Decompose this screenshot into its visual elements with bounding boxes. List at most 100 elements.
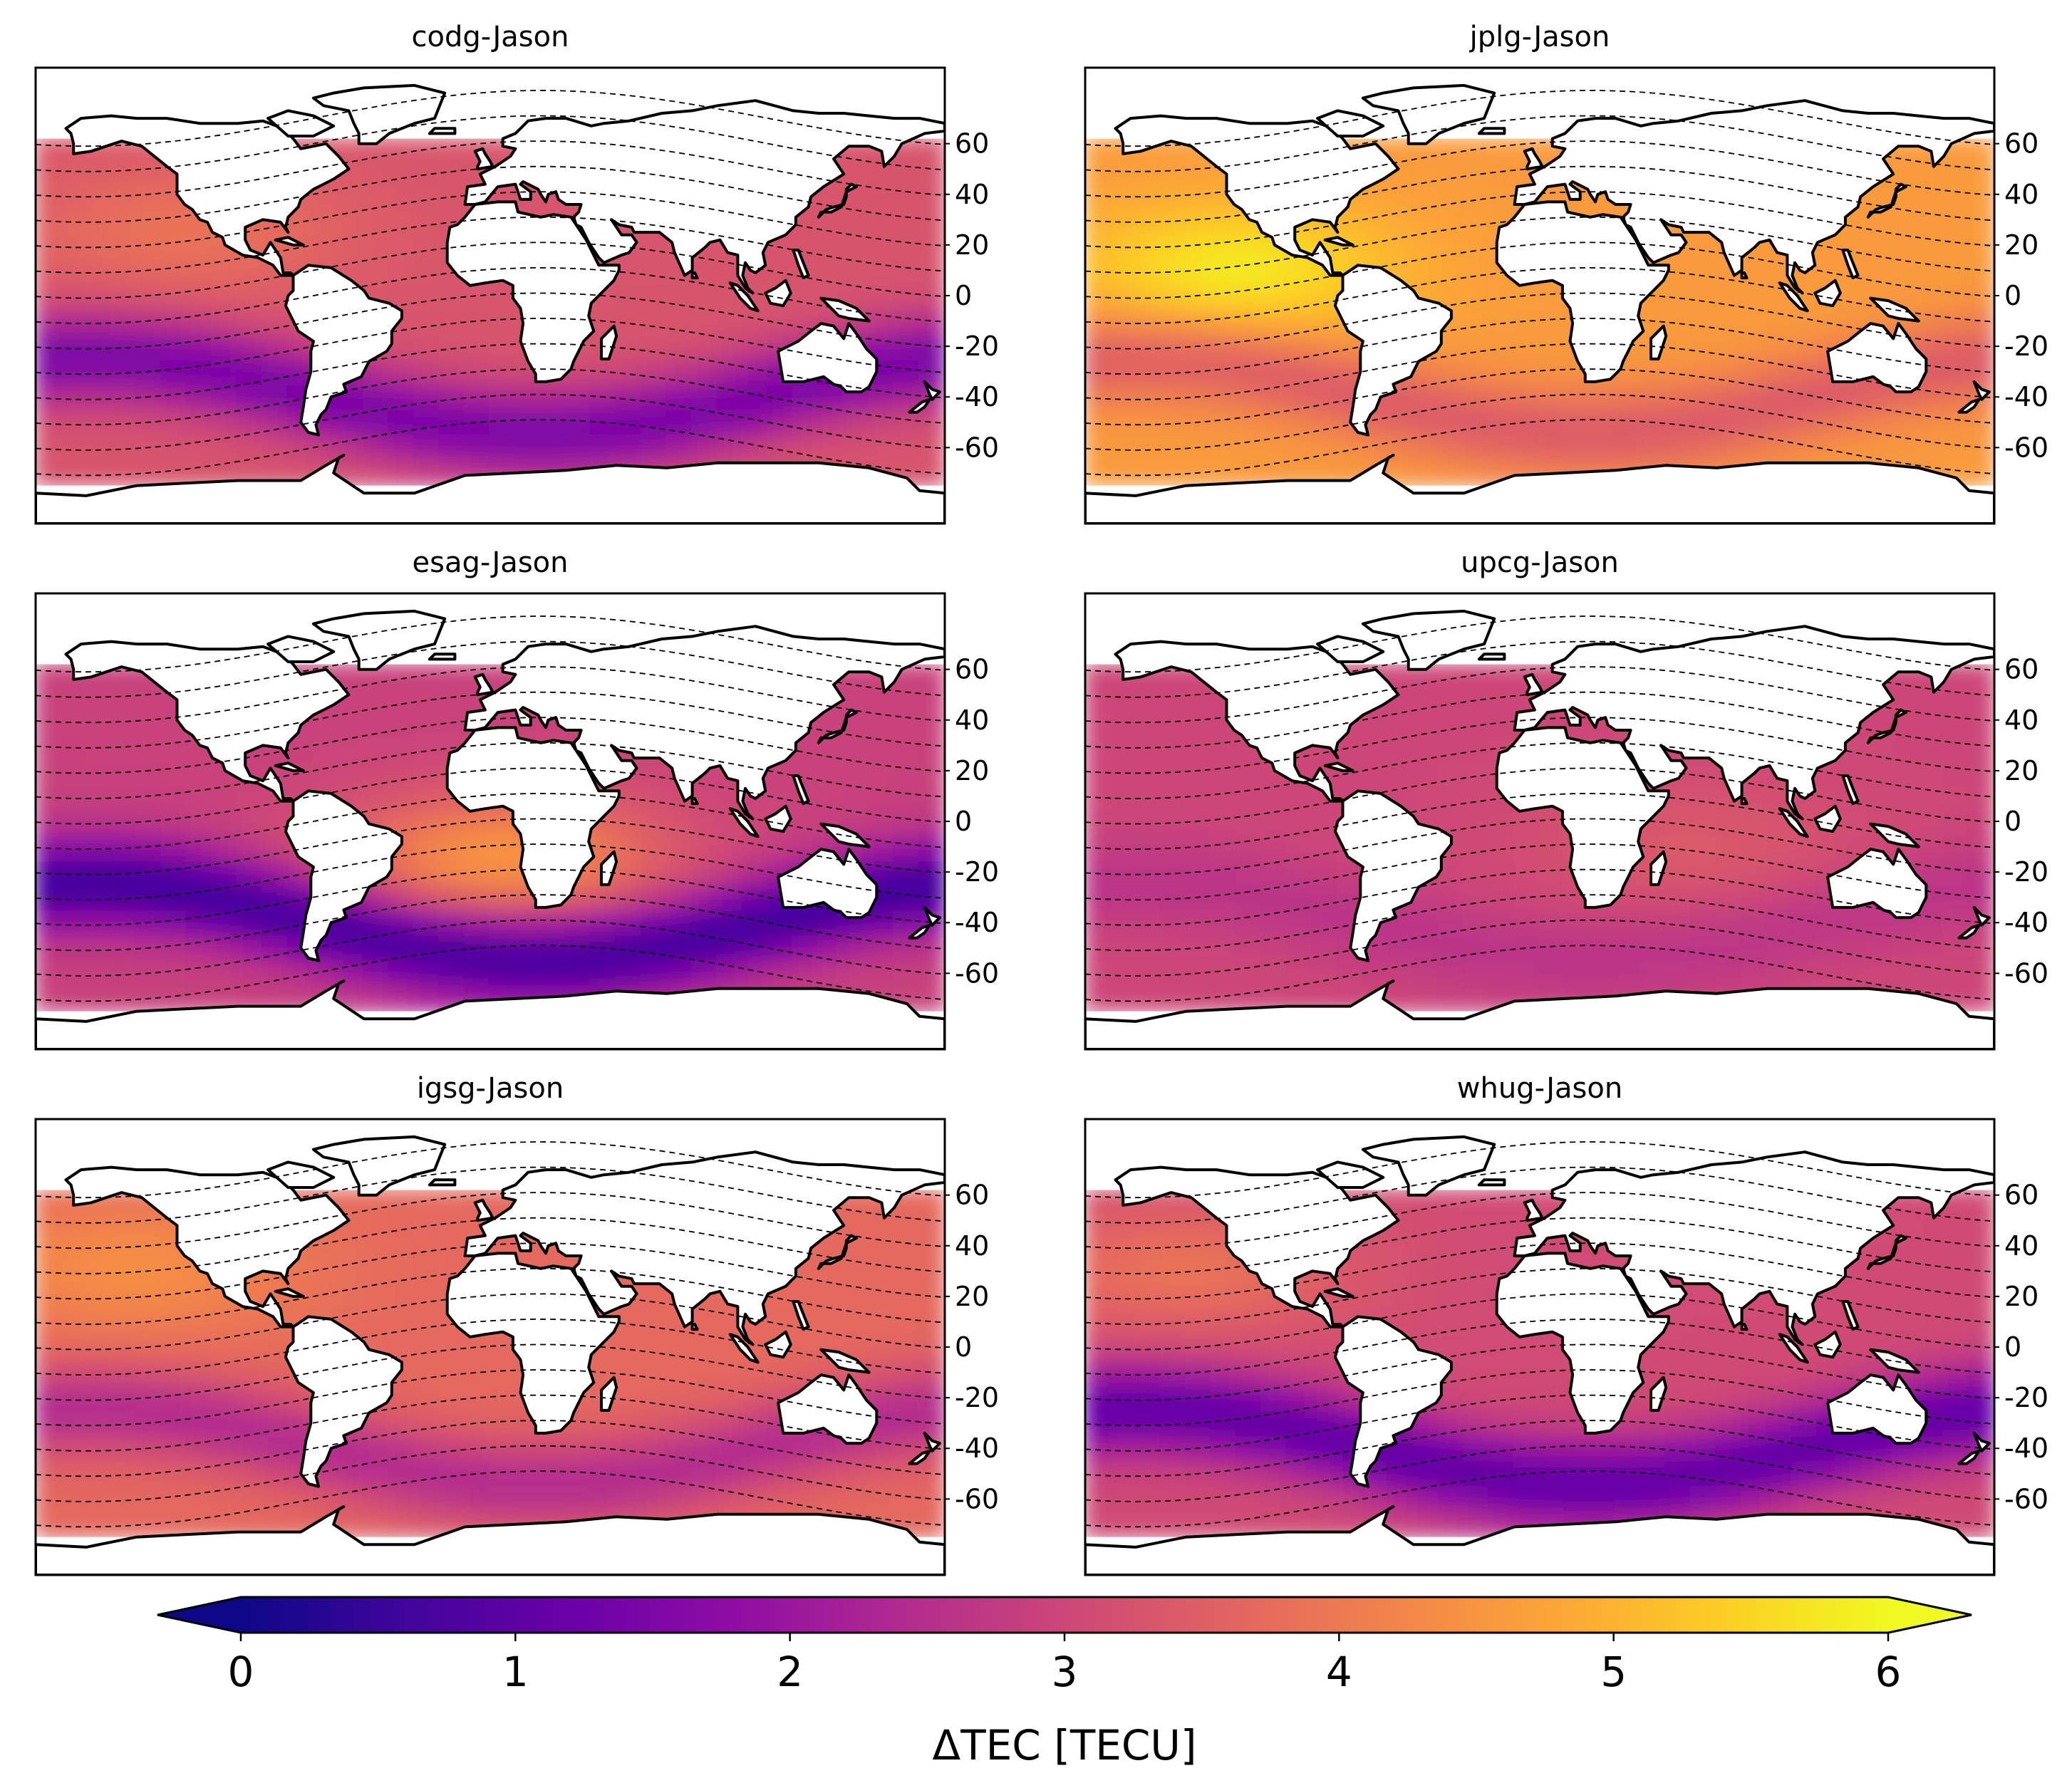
tec-cell xyxy=(1538,1436,1567,1465)
tec-cell xyxy=(690,1362,719,1390)
tec-cell xyxy=(1210,410,1238,438)
tec-cell xyxy=(1109,1287,1137,1316)
tec-cell xyxy=(236,811,264,840)
contour-line xyxy=(1085,717,1994,774)
tec-cell xyxy=(1109,211,1137,239)
tec-cell xyxy=(110,1337,138,1366)
tec-cell xyxy=(1311,410,1340,438)
landmass-new-zealand-north xyxy=(923,1431,941,1452)
tec-cell xyxy=(1815,1362,1845,1390)
tec-cell xyxy=(716,311,745,338)
tec-cell xyxy=(1210,811,1238,840)
tec-cell xyxy=(1538,360,1567,388)
tec-cell xyxy=(1917,187,1946,214)
tec-cell xyxy=(1109,885,1137,914)
tec-cell xyxy=(59,861,88,889)
tec-cell xyxy=(110,960,138,988)
tec-cell xyxy=(1664,311,1693,338)
contour-line xyxy=(1085,1141,1994,1199)
tec-cell xyxy=(1109,360,1137,388)
tec-cell xyxy=(716,410,745,438)
landmass-madagascar xyxy=(600,324,618,360)
tec-cell xyxy=(1159,1411,1188,1440)
contour-line xyxy=(36,90,945,147)
tec-cell xyxy=(867,187,896,214)
tec-cell xyxy=(185,935,214,964)
tec-cell xyxy=(918,1337,945,1366)
tec-cell xyxy=(1967,984,1994,1013)
tec-cell xyxy=(1285,1486,1314,1514)
tec-cell xyxy=(413,960,442,988)
tec-cell xyxy=(1085,1386,1112,1415)
tec-cell xyxy=(1210,960,1238,988)
tec-cell xyxy=(1841,385,1870,413)
tec-cell xyxy=(1740,1386,1768,1415)
colorbar-extend-max xyxy=(1888,1597,1972,1633)
tec-cell xyxy=(36,162,63,190)
tec-cell xyxy=(185,1461,214,1490)
tec-cell xyxy=(211,1411,239,1440)
landmass-africa xyxy=(1495,200,1670,383)
tec-cell xyxy=(792,910,820,939)
tec-cell xyxy=(1689,836,1719,864)
tec-cell xyxy=(110,410,138,438)
tec-cell xyxy=(211,311,239,338)
tec-cell xyxy=(1285,311,1314,338)
contour-line xyxy=(1085,1293,1994,1351)
tec-cell xyxy=(463,360,492,388)
tec-cell xyxy=(388,1213,416,1242)
tec-cell xyxy=(36,1312,63,1341)
tec-cell xyxy=(1109,786,1137,815)
tec-cell xyxy=(741,1486,770,1514)
tec-cell xyxy=(185,1486,214,1514)
tec-cell xyxy=(1411,1486,1441,1514)
tec-cell xyxy=(1715,861,1744,889)
tec-cell xyxy=(1210,1287,1238,1316)
tec-cell xyxy=(1437,162,1466,190)
tec-cell xyxy=(1917,311,1946,338)
tec-cell xyxy=(1210,910,1238,939)
tec-cell xyxy=(1184,861,1213,889)
tec-cell xyxy=(1766,1461,1794,1490)
tec-cell xyxy=(1109,261,1137,289)
landmass-greenland xyxy=(1361,1135,1496,1197)
tec-cell xyxy=(413,385,442,413)
tec-cell xyxy=(792,1436,820,1465)
tec-cell xyxy=(84,311,113,338)
tec-cell xyxy=(1791,360,1819,388)
tec-cell xyxy=(1917,211,1946,239)
landmass-cuba xyxy=(274,1287,305,1298)
tec-cell xyxy=(589,1411,618,1440)
tec-cell xyxy=(918,960,945,988)
contour-line xyxy=(1085,1192,1994,1249)
tec-cell xyxy=(286,435,315,462)
tec-cell xyxy=(1159,335,1188,363)
tec-cell xyxy=(211,1362,239,1390)
tec-cell xyxy=(1967,261,1994,289)
tec-cell xyxy=(665,861,694,889)
tec-cell xyxy=(388,236,416,264)
lat-tick-label: -20 xyxy=(2004,331,2048,362)
panel-title: codg-Jason xyxy=(412,21,569,53)
tec-cell xyxy=(160,1436,189,1465)
tec-cell xyxy=(135,1362,164,1390)
tec-cell xyxy=(1285,1461,1314,1490)
tec-cell xyxy=(665,360,694,388)
contour-line xyxy=(1085,1217,1994,1274)
tec-cell xyxy=(1411,410,1441,438)
tec-cell xyxy=(1437,1213,1466,1242)
tec-cell xyxy=(1311,836,1340,864)
tec-cell xyxy=(1639,385,1668,413)
tec-cell xyxy=(413,885,442,914)
tec-cell xyxy=(135,385,164,413)
tec-cell xyxy=(1411,162,1441,190)
tec-cell xyxy=(1715,1386,1744,1415)
tec-cell xyxy=(1134,1337,1163,1366)
tec-cell xyxy=(1437,984,1466,1013)
tec-cell xyxy=(84,459,113,487)
tec-cell xyxy=(1791,435,1819,462)
